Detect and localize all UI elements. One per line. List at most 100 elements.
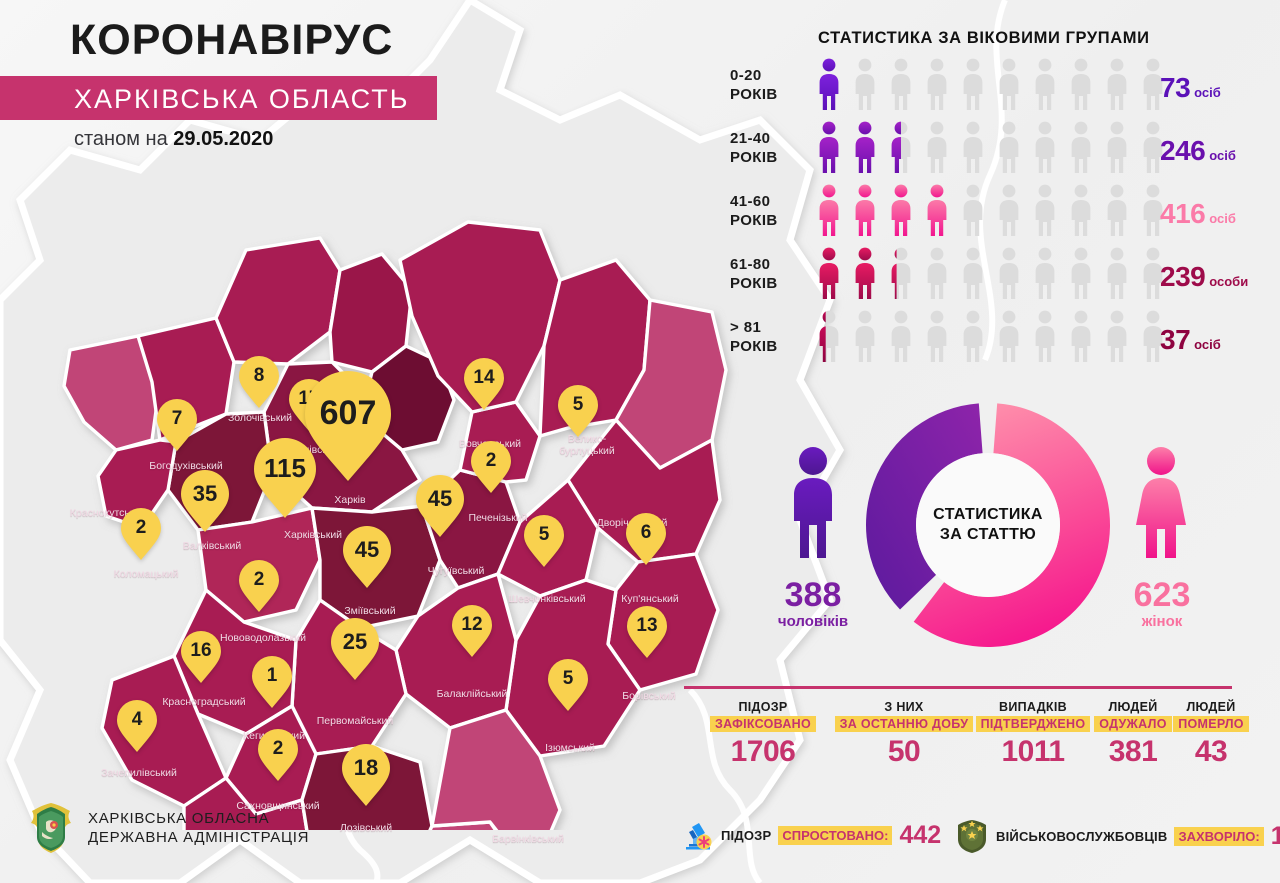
map-pin[interactable]: 7 bbox=[157, 399, 197, 451]
map-pin[interactable]: 5 bbox=[548, 659, 588, 711]
age-group-label: 61-80 РОКІВ bbox=[730, 256, 778, 292]
person-icon bbox=[1071, 58, 1091, 110]
person-icon bbox=[855, 121, 875, 173]
district-map[interactable]: Золочівський Богодухівський Дергачівський Х… bbox=[20, 150, 740, 883]
person-icon bbox=[999, 247, 1019, 299]
person-icon bbox=[999, 310, 1019, 362]
map-pin[interactable]: 13 bbox=[627, 606, 667, 658]
age-group-pictogram bbox=[818, 121, 1164, 173]
map-pin-shape bbox=[626, 513, 666, 565]
map-pin[interactable]: 115 bbox=[254, 438, 316, 518]
person-icon bbox=[1107, 310, 1127, 362]
stat-label-highlight: ПОМЕРЛО bbox=[1173, 716, 1249, 732]
map-pin[interactable]: 8 bbox=[239, 356, 279, 408]
map-pin[interactable]: 2 bbox=[239, 560, 279, 612]
person-icon bbox=[891, 58, 911, 110]
stat-label-top: З НИХ bbox=[884, 700, 924, 714]
person-icon bbox=[1143, 184, 1163, 236]
person-icon bbox=[1107, 121, 1127, 173]
map-pin-shape bbox=[239, 560, 279, 612]
female-count-value: 623 bbox=[1133, 576, 1191, 614]
microscope-icon bbox=[686, 823, 712, 850]
person-icon bbox=[999, 121, 1019, 173]
map-pin[interactable]: 18 bbox=[342, 744, 390, 806]
age-count-value: 37 bbox=[1160, 324, 1191, 355]
age-group-count: 246 осіб bbox=[1160, 135, 1236, 167]
stat-label-top: ВИПАДКІВ bbox=[999, 700, 1067, 714]
person-icon bbox=[1143, 247, 1163, 299]
age-group-count: 416 осіб bbox=[1160, 198, 1236, 230]
person-icon bbox=[1035, 247, 1055, 299]
person-icon bbox=[819, 121, 839, 173]
map-pin[interactable]: 12 bbox=[452, 605, 492, 657]
oda-line-1: ХАРКІВСЬКА ОБЛАСНА bbox=[88, 810, 270, 827]
donut-center-line2: ЗА СТАТТЮ bbox=[939, 526, 1037, 543]
stat-value: 1706 bbox=[730, 735, 796, 768]
map-pin-shape bbox=[239, 356, 279, 408]
person-icon bbox=[999, 184, 1019, 236]
age-group-row: > 81 РОКІВ 37 осіб bbox=[730, 310, 1230, 372]
person-icon bbox=[819, 310, 839, 362]
map-pin[interactable]: 14 bbox=[464, 358, 504, 410]
map-pin[interactable]: 607 bbox=[305, 371, 391, 481]
map-pin[interactable]: 2 bbox=[471, 441, 511, 493]
map-pin-value: 4 bbox=[131, 709, 143, 730]
map-pin-value: 2 bbox=[135, 517, 147, 538]
map-pin[interactable]: 25 bbox=[331, 618, 379, 680]
map-pin-value: 2 bbox=[272, 738, 284, 759]
stat-label-highlight: ОДУЖАЛО bbox=[1094, 716, 1172, 732]
map-pin[interactable]: 1 bbox=[252, 656, 292, 708]
map-pin-value: 13 bbox=[636, 615, 658, 636]
age-group-row: 61-80 РОКІВ 239 особи bbox=[730, 247, 1248, 309]
age-count-unit: осіб bbox=[1209, 148, 1236, 163]
lab-refuted-row: ПІДОЗР СПРОСТОВАНО: 442 bbox=[680, 818, 941, 852]
person-icon bbox=[927, 310, 947, 362]
page-title: КОРОНАВІРУС bbox=[70, 16, 394, 64]
map-pin-value: 25 bbox=[342, 629, 368, 654]
stats-divider bbox=[684, 686, 1232, 689]
age-count-unit: осіб bbox=[1194, 85, 1221, 100]
oda-logo-text: ХАРКІВСЬКА ОБЛАСНА ДЕРЖАВНА АДМІНІСТРАЦІ… bbox=[88, 809, 309, 847]
map-pin-value: 5 bbox=[562, 668, 574, 689]
stat-label-top: ПІДОЗР bbox=[738, 700, 788, 714]
map-pin-shape bbox=[157, 399, 197, 451]
map-pin[interactable]: 5 bbox=[558, 385, 598, 437]
person-icon bbox=[963, 184, 983, 236]
military-label: ВІЙСЬКОВОСЛУЖБОВЦІВ bbox=[996, 828, 1168, 844]
donut-segment-female bbox=[913, 403, 1110, 647]
person-icon bbox=[1035, 121, 1055, 173]
summary-stat: ПІДОЗР ЗАФІКСОВАНО 1706 bbox=[684, 700, 842, 769]
age-group-label: > 81 РОКІВ bbox=[730, 319, 778, 355]
map-pin[interactable]: 2 bbox=[258, 729, 298, 781]
map-pin-value: 14 bbox=[473, 367, 495, 388]
map-pin[interactable]: 2 bbox=[121, 508, 161, 560]
female-figure-icon bbox=[1136, 447, 1186, 558]
map-pin[interactable]: 4 bbox=[117, 700, 157, 752]
header-subtitle: ХАРКІВСЬКА ОБЛАСТЬ bbox=[74, 84, 410, 114]
map-pin[interactable]: 45 bbox=[343, 526, 391, 588]
map-pin[interactable]: 45 bbox=[416, 475, 464, 537]
stat-value: 1011 bbox=[1001, 735, 1065, 768]
stat-label-highlight: ЗА ОСТАННЮ ДОБУ bbox=[834, 716, 974, 732]
map-pin-shape bbox=[258, 729, 298, 781]
map-pin-value: 45 bbox=[354, 537, 380, 562]
map-pin[interactable]: 35 bbox=[181, 470, 229, 532]
person-icon bbox=[891, 121, 911, 173]
person-icon bbox=[963, 58, 983, 110]
stat-value: 381 bbox=[1108, 735, 1158, 768]
map-pin-shape bbox=[331, 618, 379, 680]
person-icon bbox=[927, 121, 947, 173]
map-pin[interactable]: 16 bbox=[181, 631, 221, 683]
map-pin-value: 1 bbox=[266, 665, 278, 686]
map-pin[interactable]: 5 bbox=[524, 515, 564, 567]
map-pin-value: 8 bbox=[253, 365, 265, 386]
summary-stat: ЛЮДЕЙ ПОМЕРЛО 43 bbox=[1172, 700, 1250, 769]
map-pin-shape bbox=[627, 606, 667, 658]
map-pin[interactable]: 6 bbox=[626, 513, 666, 565]
military-emblem-icon bbox=[958, 820, 986, 853]
military-value: 15 bbox=[1270, 821, 1280, 850]
lab-label: ПІДОЗР bbox=[721, 827, 772, 843]
map-pin-value: 2 bbox=[485, 450, 497, 471]
person-icon bbox=[891, 247, 911, 299]
